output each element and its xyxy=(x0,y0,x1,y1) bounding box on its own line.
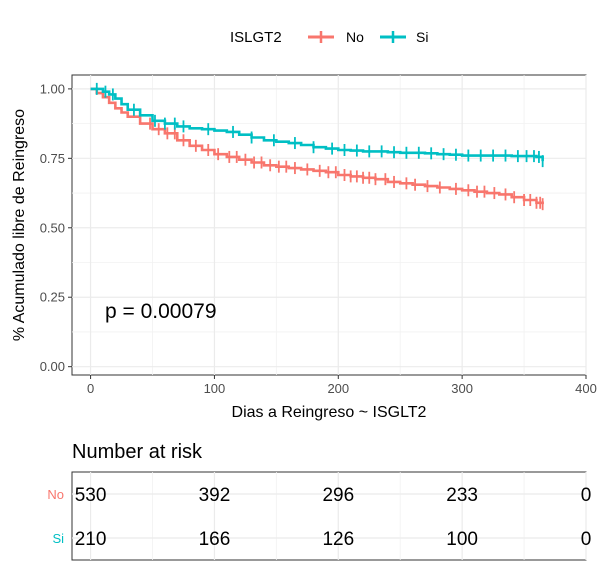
y-tick-label: 1.00 xyxy=(40,81,65,96)
x-axis-label: Dias a Reingreso ~ ISGLT2 xyxy=(232,404,427,421)
y-tick-label: 0.75 xyxy=(40,151,65,166)
risk-value-no: 296 xyxy=(322,485,354,506)
legend-label-no: No xyxy=(346,29,364,45)
y-tick-label: 0.00 xyxy=(40,359,65,374)
y-tick-label: 0.25 xyxy=(40,290,65,305)
risk-value-si: 166 xyxy=(199,529,231,550)
y-tick-label: 0.50 xyxy=(40,220,65,235)
survival-curve-no xyxy=(90,87,544,205)
risk-value-si: 100 xyxy=(446,529,478,550)
x-tick-label: 100 xyxy=(204,381,226,396)
plot-panel xyxy=(71,74,587,376)
risk-value-no: 233 xyxy=(446,485,478,506)
risk-row-label-no: No xyxy=(47,487,64,502)
x-tick-label: 400 xyxy=(575,381,597,396)
x-tick-label: 0 xyxy=(87,381,94,396)
survival-curve-si xyxy=(90,87,544,162)
y-axis-label: % Acumulado libre de Reingreso xyxy=(11,109,28,341)
risk-table-title: Number at risk xyxy=(72,441,203,463)
p-value-annotation: p = 0.00079 xyxy=(105,300,217,323)
risk-value-no: 530 xyxy=(75,485,107,506)
legend-title: ISLGT2 xyxy=(230,29,282,46)
risk-value-si: 0 xyxy=(581,529,592,550)
risk-table-values: No 530 392 296 233 0 Si 210 166 126 100 0 xyxy=(47,485,591,550)
risk-table-grid xyxy=(72,472,587,560)
risk-row-label-si: Si xyxy=(52,531,64,546)
risk-value-no: 0 xyxy=(581,485,592,506)
x-tick-label: 300 xyxy=(451,381,473,396)
legend: ISLGT2 No Si xyxy=(230,29,428,46)
plot-axes: 0 100 200 300 400 0.00 0.25 0.50 0.75 1.00 xyxy=(40,81,597,396)
legend-item-no: No xyxy=(308,29,364,45)
plot-grid xyxy=(72,75,587,375)
legend-item-si: Si xyxy=(380,29,428,45)
legend-label-si: Si xyxy=(416,29,428,45)
risk-value-no: 392 xyxy=(199,485,231,506)
series-layer xyxy=(90,82,544,211)
x-tick-label: 200 xyxy=(327,381,349,396)
risk-value-si: 210 xyxy=(75,529,107,550)
risk-value-si: 126 xyxy=(322,529,354,550)
risk-table-panel xyxy=(71,471,587,561)
